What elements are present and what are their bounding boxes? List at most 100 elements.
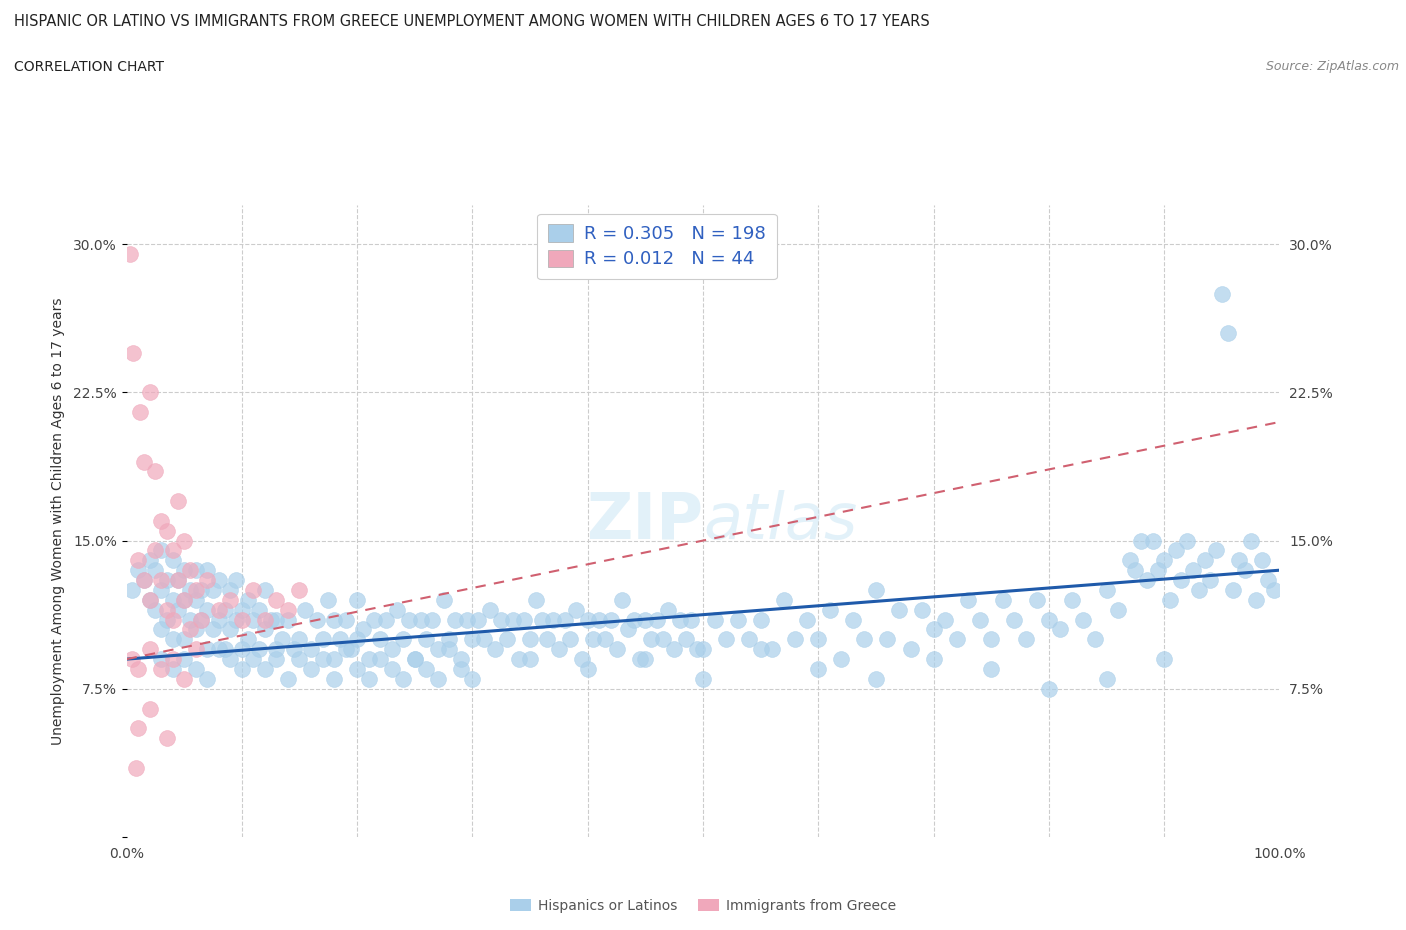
Point (184, 592, 207, 607)
Point (461, 632, 484, 647)
Point (1153, 552, 1175, 567)
Point (156, 524, 179, 538)
Point (439, 632, 461, 647)
Point (957, 592, 980, 607)
Point (1233, 563, 1256, 578)
Point (311, 632, 333, 647)
Point (277, 612, 299, 627)
Point (266, 652, 288, 667)
Point (162, 652, 184, 667)
Point (669, 612, 692, 627)
Point (323, 652, 346, 667)
Point (1002, 612, 1025, 627)
Point (236, 632, 259, 647)
Point (173, 632, 195, 647)
Point (247, 603, 270, 618)
Point (576, 612, 599, 627)
Point (651, 632, 673, 647)
Point (513, 612, 536, 627)
Point (253, 622, 276, 637)
Point (934, 612, 956, 627)
Point (357, 671, 380, 686)
Point (150, 573, 173, 588)
Point (299, 642, 322, 657)
Point (980, 661, 1002, 676)
Point (450, 652, 472, 667)
Point (1136, 573, 1159, 588)
Point (1240, 533, 1263, 548)
Point (645, 612, 668, 627)
Point (129, 405, 152, 419)
Point (381, 642, 404, 657)
Point (184, 582, 207, 597)
Point (323, 612, 346, 627)
Point (190, 612, 212, 627)
Point (749, 642, 772, 657)
Point (329, 632, 352, 647)
Point (173, 652, 195, 667)
Point (208, 603, 231, 618)
Point (145, 603, 166, 618)
Point (900, 642, 922, 657)
Point (664, 642, 686, 657)
Point (266, 592, 288, 607)
Point (127, 563, 149, 578)
Point (1222, 582, 1244, 597)
Point (305, 612, 328, 627)
Point (714, 632, 737, 647)
Point (219, 652, 242, 667)
Legend: R = 0.305   N = 198, R = 0.012   N = 44: R = 0.305 N = 198, R = 0.012 N = 44 (537, 214, 776, 279)
Point (195, 573, 218, 588)
Point (190, 582, 212, 597)
Point (242, 582, 264, 597)
Point (692, 671, 714, 686)
Point (374, 612, 398, 627)
Point (368, 652, 391, 667)
Point (1147, 563, 1170, 578)
Y-axis label: Unemployment Among Women with Children Ages 6 to 17 years: Unemployment Among Women with Children A… (51, 297, 65, 745)
Point (1107, 603, 1129, 618)
Point (156, 603, 179, 618)
Point (387, 603, 409, 618)
Point (991, 592, 1014, 607)
Point (368, 632, 391, 647)
Point (1263, 582, 1285, 597)
Point (179, 612, 201, 627)
Point (156, 731, 179, 746)
Point (340, 642, 363, 657)
Point (1084, 632, 1107, 647)
Point (266, 612, 288, 627)
Point (1246, 592, 1268, 607)
Point (703, 612, 725, 627)
Point (121, 652, 143, 667)
Point (1073, 612, 1095, 627)
Point (208, 612, 231, 627)
Point (242, 612, 264, 627)
Point (865, 671, 887, 686)
Point (1199, 573, 1222, 588)
Point (922, 652, 945, 667)
Point (132, 573, 155, 588)
Point (145, 543, 166, 558)
Point (138, 385, 160, 400)
Point (911, 603, 934, 618)
Point (571, 652, 593, 667)
Point (299, 661, 322, 676)
Point (162, 543, 184, 558)
Point (311, 652, 333, 667)
Point (167, 573, 190, 588)
Point (150, 543, 173, 558)
Point (150, 661, 173, 676)
Point (208, 573, 231, 588)
Point (1181, 563, 1204, 578)
Point (536, 632, 558, 647)
Point (173, 671, 195, 686)
Text: ZIP: ZIP (586, 490, 703, 551)
Point (1159, 592, 1181, 607)
Point (605, 642, 627, 657)
Point (145, 563, 166, 578)
Point (231, 661, 253, 676)
Point (363, 612, 385, 627)
Point (1251, 552, 1274, 567)
Point (969, 612, 991, 627)
